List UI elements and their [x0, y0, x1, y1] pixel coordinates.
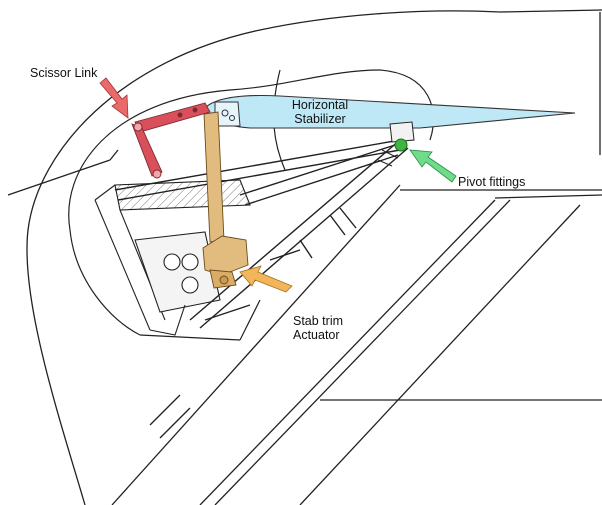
scissor-link-label: Scissor Link: [30, 66, 98, 80]
stab-trim-actuator: [202, 111, 249, 289]
support-struts: [114, 139, 409, 329]
actuator-arrow: [239, 265, 293, 293]
stabilizer-root-fitting: [214, 101, 241, 127]
fuselage-outline: [7, 9, 602, 505]
pivot-fittings-arrow: [409, 149, 457, 183]
pivot-fittings: [377, 121, 415, 167]
horizontal-stabilizer-label: Horizontal Stabilizer: [275, 98, 365, 126]
pivot-fittings-label: Pivot fittings: [458, 175, 526, 189]
stab-trim-actuator-label-line2: Actuator: [293, 328, 340, 342]
horizontal-stabilizer-label-line1: Horizontal: [291, 98, 349, 112]
stab-trim-actuator-label: Stab trim Actuator: [293, 314, 343, 342]
stab-trim-actuator-label-line1: Stab trim: [293, 314, 344, 328]
horizontal-stabilizer-label-line2: Stabilizer: [294, 112, 346, 126]
vertical-fin-panels: [111, 184, 602, 505]
scissor-link-arrow: [99, 77, 129, 119]
scissor-link: [131, 102, 211, 179]
horizontal-stabilizer: [204, 95, 576, 129]
